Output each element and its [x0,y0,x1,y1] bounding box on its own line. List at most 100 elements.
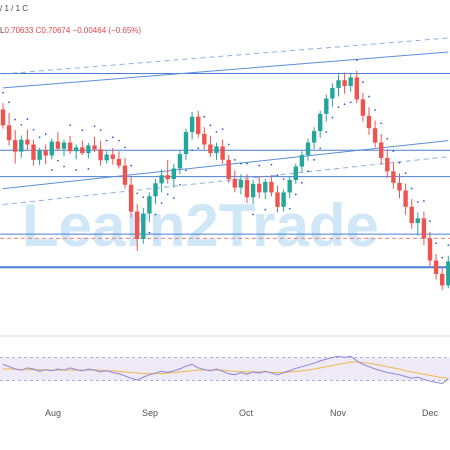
sar-dot [148,231,151,234]
sar-dot [331,116,334,119]
candle-body [330,87,335,99]
sar-dot [124,146,126,149]
candle-body [440,273,445,286]
candle-body [263,181,268,193]
sar-dot [20,123,23,126]
sar-dot [355,59,358,62]
legend-close: C0.70674 [35,26,71,35]
sar-dot [325,131,328,133]
candle-body [98,149,103,161]
sar-dot [294,193,297,196]
candle-body [311,131,317,143]
candle-body [189,116,195,133]
sar-dot [386,137,389,140]
sar-dot [8,101,11,104]
candle-body [336,80,341,88]
sar-dot [313,158,315,161]
sar-dot [337,106,340,109]
sar-dot [63,165,65,168]
candle-body [238,179,244,188]
sar-dot [215,131,218,133]
sar-dot [258,164,261,167]
candle-body [287,179,292,193]
sar-dot [57,159,59,162]
sar-dot [14,118,17,121]
sar-dot [252,213,255,216]
candle-body [49,141,54,156]
legend-line-1: / 1 / 1 C [0,4,28,13]
sar-dot [288,207,291,210]
sar-dot [111,136,114,139]
sar-dot [118,139,120,142]
sar-dot [374,109,376,111]
sar-dot [319,147,322,150]
month-label: Sep [142,408,158,418]
candle-body [421,218,427,239]
sar-dot [368,95,370,98]
sar-dot [233,158,236,161]
candle-body [61,142,67,149]
sar-dot [44,133,47,135]
sar-dot [441,256,444,259]
rsi-band [0,357,450,381]
candle-body [165,175,170,179]
sar-dot [130,164,133,167]
candle-body [385,157,390,172]
sar-dot [423,200,425,202]
sar-dot [349,101,352,104]
month-label: Dec [422,408,439,418]
sar-dot [75,168,78,171]
candle-body [153,183,158,197]
channel-lower-line [2,140,449,190]
candle-body [0,109,6,126]
candle-body [110,154,115,159]
candle-body [299,155,305,167]
candle-body [177,154,183,169]
candle-body [74,147,79,152]
sar-dot [99,129,102,132]
sar-dot [410,187,413,190]
sar-dot [447,244,450,247]
sar-dot [160,202,163,204]
sar-dot [38,136,41,139]
sar-dot [362,81,364,84]
sar-dot [93,125,96,128]
candle-body [250,183,256,198]
sar-dot [191,149,194,152]
candle-body [348,77,353,87]
legend-low: 0.70633 [4,26,34,35]
sar-dot [240,162,242,165]
sar-dot [69,124,71,127]
candle-body [159,175,164,184]
candle-body [25,139,30,145]
time-axis: Aug Sep Oct Nov Dec [45,408,439,418]
candle-body [13,140,18,152]
candle-body [55,141,61,149]
legend-change: −0.00464 (−0.65%) [72,26,142,35]
watermark-text: Learn2Trade [22,192,379,259]
sar-dot [435,242,437,245]
candle-body [397,182,402,191]
candle-body [104,154,109,161]
channel-lower-outer [2,156,449,206]
candle-body [379,142,384,158]
candle-body [208,144,213,154]
sar-dot [172,197,175,200]
rsi-line [2,355,449,385]
sar-dot [87,168,90,170]
candle-body [324,98,329,114]
candle-body [147,196,152,214]
sar-dot [142,196,145,199]
candle-body [275,192,280,207]
candle-body [116,158,122,166]
sar-dot [166,193,169,196]
candle-body [403,190,408,207]
candle-body [415,218,420,224]
candle-body [360,99,366,116]
month-label: Oct [239,408,254,418]
sar-dot [429,220,431,223]
sar-dot [416,201,419,203]
candle-body [135,211,140,239]
candle-body [305,142,311,156]
